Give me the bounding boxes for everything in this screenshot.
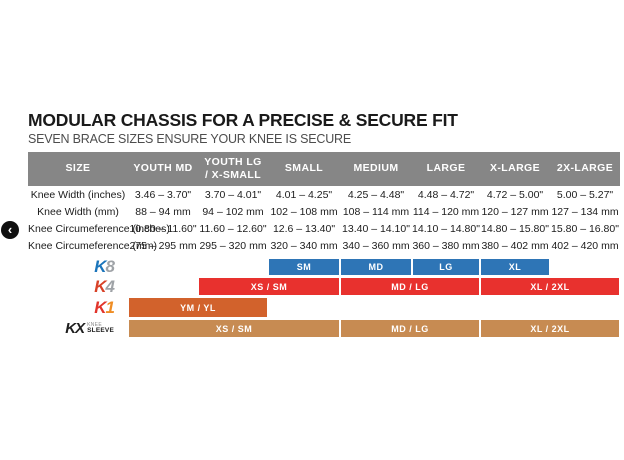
- cell-value: 88 – 94 mm: [135, 205, 191, 218]
- cell-value: 114 – 120 mm: [412, 205, 480, 218]
- cell-value: 15.80 – 16.80": [551, 222, 619, 235]
- row-label: Knee Width (mm): [37, 205, 119, 218]
- page-title: MODULAR CHASSIS FOR A PRECISE & SECURE F…: [28, 110, 458, 130]
- cell-value: 94 – 102 mm: [202, 205, 264, 218]
- logo-letter-k: K: [94, 277, 106, 296]
- cell-value: 5.00 – 5.27": [556, 188, 614, 201]
- cell-value: 12.6 – 13.40": [272, 222, 336, 235]
- kx-logo-text: KX: [65, 320, 85, 337]
- size-table: SIZE YOUTH MD YOUTH LG / X-SMALL SMALL MEDIU…: [28, 152, 620, 254]
- brace-row-k4: K4 XS / SM MD / LG XL / 2XL: [28, 278, 620, 295]
- column-header-1: SIZE: [65, 162, 91, 175]
- brace-row-k1: K1 YM / YL: [28, 298, 620, 317]
- size-bar-label: XS / SM: [215, 323, 253, 334]
- brace-row-kx: KX KNEE SLEEVE XS / SM MD / LG XL / 2XL: [28, 320, 620, 337]
- brace-logo-k1: K1: [94, 299, 128, 316]
- cell-value: 360 – 380 mm: [412, 239, 480, 252]
- cell-value: 102 – 108 mm: [270, 205, 338, 218]
- cell-value: 10.80 – 11.60": [129, 222, 197, 235]
- cell-value: 4.01 – 4.25": [275, 188, 333, 201]
- logo-suffix: 1: [105, 298, 116, 317]
- cell-value: 320 – 340 mm: [270, 239, 338, 252]
- brace-logo-k8: K8: [94, 258, 128, 275]
- size-bar-k8: LG: [413, 258, 479, 275]
- carousel-prev-button[interactable]: ‹: [1, 221, 19, 239]
- size-bar-label: XL / 2XL: [530, 323, 570, 334]
- column-header-5: MEDIUM: [353, 162, 399, 175]
- size-bar-label: SM: [296, 261, 312, 272]
- size-bar-k4: MD / LG: [341, 278, 479, 295]
- k4-logo-text: K4: [94, 277, 116, 296]
- column-header-7: X-LARGE: [489, 162, 541, 175]
- size-bar-label: XS / SM: [250, 281, 288, 292]
- brace-row-k8: K8 SM MD LG XL: [28, 258, 620, 275]
- cell-value: 13.40 – 14.10": [342, 222, 410, 235]
- size-bar-label: MD: [368, 261, 384, 272]
- size-bar-label: XL / 2XL: [530, 281, 570, 292]
- cell-value: 4.25 – 4.48": [347, 188, 405, 201]
- size-bar-kx: XS / SM: [129, 320, 339, 337]
- row-label: Knee Circumeference (inches): [28, 222, 170, 235]
- size-bar-k4: XS / SM: [199, 278, 339, 295]
- logo-letter-k: K: [94, 298, 106, 317]
- cell-value: 120 – 127 mm: [481, 205, 549, 218]
- table-body: Knee Width (inches) 3.46 – 3.70" 3.70 – 4.…: [28, 186, 620, 254]
- size-bar-kx: MD / LG: [341, 320, 479, 337]
- cell-value: 3.70 – 4.01": [204, 188, 262, 201]
- k8-logo-text: K8: [94, 257, 116, 276]
- cell-value: 295 – 320 mm: [199, 239, 267, 252]
- size-bar-label: YM / YL: [180, 302, 216, 313]
- cell-value: 4.72 – 5.00": [486, 188, 544, 201]
- cell-value: 14.10 – 14.80": [412, 222, 480, 235]
- size-bar-label: MD / LG: [391, 323, 429, 334]
- logo-letter-k: K: [94, 257, 106, 276]
- size-bar-label: XL: [508, 261, 522, 272]
- table-header: SIZE YOUTH MD YOUTH LG / X-SMALL SMALL MEDIU…: [28, 152, 620, 186]
- brace-logo-k4: K4: [94, 278, 128, 295]
- logo-subtext-bottom: SLEEVE: [87, 326, 114, 334]
- logo-suffix: 8: [105, 257, 116, 276]
- cell-value: 380 – 402 mm: [481, 239, 549, 252]
- cell-value: 108 – 114 mm: [342, 205, 410, 218]
- cell-value: 275 – 295 mm: [129, 239, 197, 252]
- table-row: Knee Circumeference (mm) 275 – 295 mm 295 …: [28, 237, 620, 254]
- size-bar-k8: XL: [481, 258, 549, 275]
- brace-size-bars: K8 SM MD LG XL K4 XS / SM MD / LG XL / 2XL K1 YM /…: [28, 258, 620, 340]
- cell-value: 4.48 – 4.72": [417, 188, 475, 201]
- table-row: Knee Width (inches) 3.46 – 3.70" 3.70 – 4.…: [28, 186, 620, 203]
- size-bar-k1: YM / YL: [129, 298, 267, 317]
- page-subtitle: SEVEN BRACE SIZES ENSURE YOUR KNEE IS SE…: [28, 132, 351, 146]
- logo-suffix: 4: [105, 277, 116, 296]
- cell-value: 11.60 – 12.60": [199, 222, 267, 235]
- brace-logo-kx: KX KNEE SLEEVE: [65, 321, 128, 336]
- column-header-3: YOUTH LG / X-SMALL: [204, 155, 262, 181]
- size-bar-kx: XL / 2XL: [481, 320, 619, 337]
- size-bar-k8: SM: [269, 258, 339, 275]
- size-bar-label: LG: [439, 261, 453, 272]
- column-header-6: LARGE: [426, 162, 466, 175]
- size-bar-k8: MD: [341, 258, 411, 275]
- cell-value: 14.80 – 15.80": [481, 222, 549, 235]
- brace-logo-subtext: KNEE SLEEVE: [87, 321, 114, 335]
- cell-value: 3.46 – 3.70": [134, 188, 192, 201]
- row-label: Knee Width (inches): [30, 188, 126, 201]
- column-header-2: YOUTH MD: [133, 162, 193, 175]
- cell-value: 402 – 420 mm: [551, 239, 619, 252]
- column-header-4: SMALL: [284, 162, 324, 175]
- size-bar-k4: XL / 2XL: [481, 278, 619, 295]
- k1-logo-text: K1: [94, 298, 116, 317]
- column-header-8: 2X-LARGE: [556, 162, 614, 175]
- table-row: Knee Width (mm) 88 – 94 mm 94 – 102 mm 102 …: [28, 203, 620, 220]
- logo-letter-k: K: [65, 320, 76, 337]
- logo-subtext-top: KNEE: [87, 321, 102, 328]
- cell-value: 340 – 360 mm: [342, 239, 410, 252]
- row-label: Knee Circumeference (mm): [28, 239, 157, 252]
- cell-value: 127 – 134 mm: [551, 205, 619, 218]
- chevron-left-icon: ‹: [7, 222, 13, 237]
- size-bar-label: MD / LG: [391, 281, 429, 292]
- logo-suffix: X: [75, 320, 85, 337]
- table-row: Knee Circumeference (inches) 10.80 – 11.6…: [28, 220, 620, 237]
